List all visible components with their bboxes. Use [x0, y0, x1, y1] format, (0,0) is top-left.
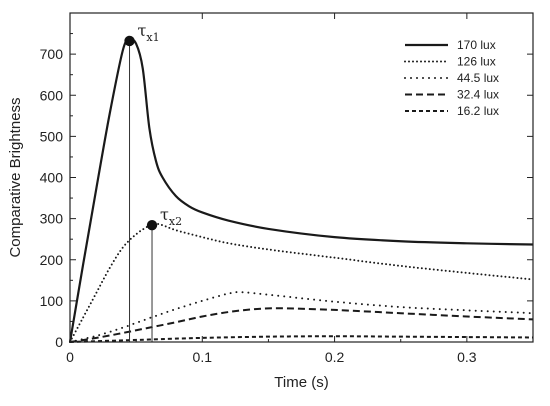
annotation-tau: τ [160, 205, 169, 224]
annotation-subscript: x2 [169, 215, 182, 228]
x-tick-label: 0.3 [457, 349, 477, 365]
legend-label-44-5-lux: 44.5 lux [457, 71, 499, 85]
annotation-label-x1: τx1 [138, 21, 160, 44]
legend-label-32-4-lux: 32.4 lux [457, 88, 499, 102]
series-line-16-2-lux [69, 335, 534, 343]
annotation-subscript: x1 [146, 31, 159, 44]
y-tick-label: 700 [40, 46, 64, 62]
series-layer [68, 38, 534, 343]
y-tick-label: 600 [40, 87, 64, 103]
series-line-126-lux [69, 222, 534, 343]
y-tick-label: 300 [40, 211, 64, 227]
legend-label-170-lux: 170 lux [457, 38, 496, 52]
marker-x1 [124, 35, 135, 47]
annotation-label-x2: τx2 [160, 205, 182, 228]
y-tick-label: 100 [40, 293, 64, 309]
annotation-tau: τ [138, 21, 147, 40]
axis-layer: 0 0.1 0.2 0.3 0 100 200 300 400 500 600 700 Time (s)… [7, 12, 534, 391]
y-tick-label: 200 [40, 252, 64, 268]
marker-x2 [146, 220, 158, 231]
series-line-170-lux [68, 38, 534, 343]
y-axis-title: Comparative Brightness [7, 97, 24, 257]
x-tick-label: 0.2 [325, 349, 345, 365]
x-axis-title: Time (s) [274, 374, 328, 391]
x-tick-label: 0.1 [193, 349, 213, 365]
x-tick-label: 0 [66, 349, 74, 365]
y-tick-label: 500 [40, 128, 64, 144]
y-tick-label: 400 [40, 170, 64, 186]
legend-label-16-2-lux: 16.2 lux [457, 104, 499, 118]
legend-label-126-lux: 126 lux [457, 55, 496, 69]
legend: 170 lux 126 lux 44.5 lux 32.4 lux 16.2 lux [404, 38, 499, 118]
series-line-44-5-lux [69, 291, 534, 343]
y-tick-label: 0 [55, 334, 63, 350]
